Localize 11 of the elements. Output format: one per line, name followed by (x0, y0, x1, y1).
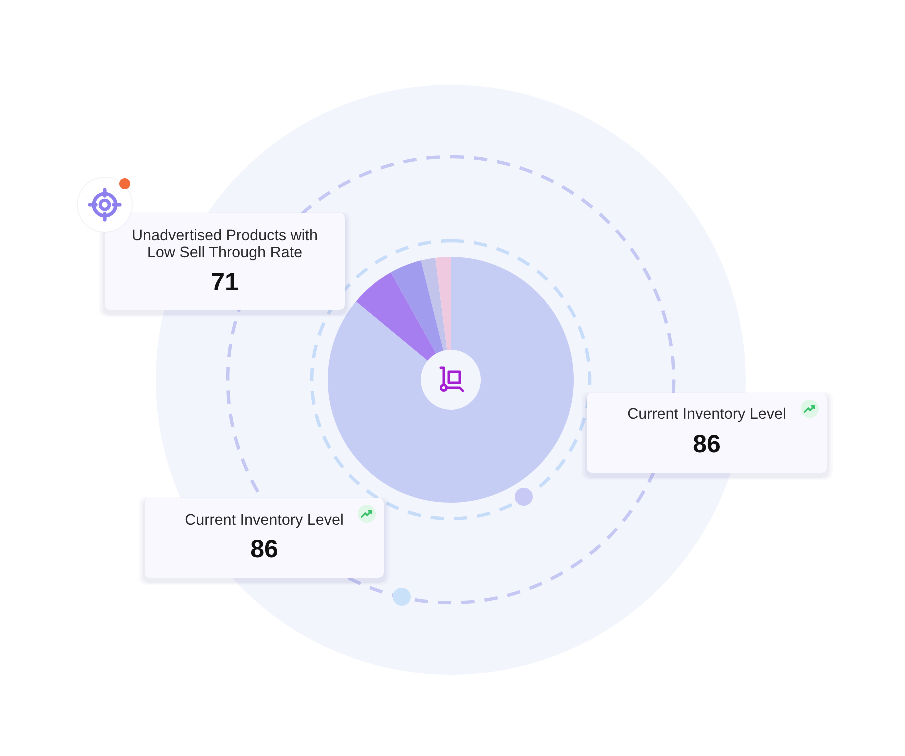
donut-slice (421, 258, 448, 351)
text: Current Inventory Level (186, 514, 343, 528)
text: Unadvertised Products with Low Sell Through Rate (133, 229, 317, 261)
text: Current Inventory Level (628, 408, 786, 422)
text: 86 (694, 435, 720, 453)
text: 86 (251, 540, 278, 558)
text: 71 (212, 273, 238, 290)
donut-slice (328, 257, 574, 503)
donut-slice (391, 260, 444, 354)
donut-slice (436, 257, 451, 350)
donut-slice (356, 272, 436, 361)
